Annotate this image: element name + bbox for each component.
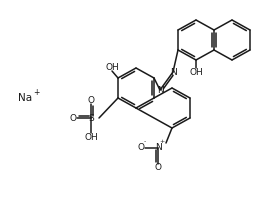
Text: N: N	[155, 143, 161, 153]
Text: S: S	[88, 114, 94, 123]
Text: OH: OH	[105, 62, 119, 72]
Text: O: O	[69, 114, 77, 123]
Text: OH: OH	[189, 68, 203, 77]
Text: +: +	[33, 88, 39, 96]
Text: O: O	[87, 96, 95, 104]
Text: O: O	[154, 164, 162, 173]
Text: OH: OH	[84, 134, 98, 142]
Text: N: N	[157, 85, 163, 95]
Text: -: -	[144, 139, 146, 144]
Text: +: +	[159, 139, 165, 144]
Text: Na: Na	[18, 93, 32, 103]
Text: O: O	[138, 143, 144, 153]
Text: N: N	[170, 68, 176, 77]
